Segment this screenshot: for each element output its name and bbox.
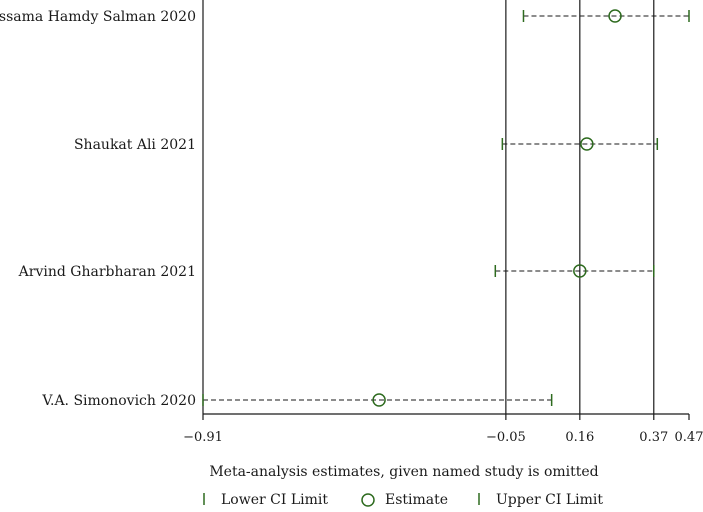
study-label: V.A. Simonovich 2020 — [41, 393, 196, 409]
legend: Lower CI Limit Estimate Upper CI Limit — [203, 492, 603, 508]
study-row: V.A. Simonovich 2020 — [41, 393, 553, 409]
reference-lines — [505, 0, 655, 414]
estimate-marker — [608, 9, 622, 23]
estimate-marker — [372, 393, 386, 407]
study-label: Ossama Hamdy Salman 2020 — [0, 9, 196, 25]
study-row: Ossama Hamdy Salman 2020 — [0, 9, 690, 25]
legend-upper-ci-label: Upper CI Limit — [496, 492, 603, 508]
x-tick-label: 0.47 — [675, 430, 703, 445]
x-tick-label: −0.05 — [486, 430, 526, 445]
x-tick-label: 0.37 — [639, 430, 668, 445]
x-axis: −0.91 −0.05 0.16 0.37 0.47 — [183, 413, 703, 445]
study-label: Shaukat Ali 2021 — [74, 137, 196, 153]
x-tick-label: −0.91 — [183, 430, 223, 445]
legend-estimate-symbol — [361, 493, 375, 507]
x-axis-label: Meta-analysis estimates, given named stu… — [209, 464, 598, 480]
estimate-marker — [573, 264, 587, 278]
estimate-marker — [580, 137, 594, 151]
legend-estimate-label: Estimate — [385, 492, 448, 508]
study-row: Arvind Gharbharan 2021 — [18, 264, 655, 280]
x-tick-label: 0.16 — [565, 430, 594, 445]
legend-lower-ci-label: Lower CI Limit — [221, 492, 328, 508]
study-row: Shaukat Ali 2021 — [74, 137, 659, 153]
study-label: Arvind Gharbharan 2021 — [18, 264, 196, 280]
study-rows: Ossama Hamdy Salman 2020 Shaukat Ali 2021… — [0, 9, 690, 409]
